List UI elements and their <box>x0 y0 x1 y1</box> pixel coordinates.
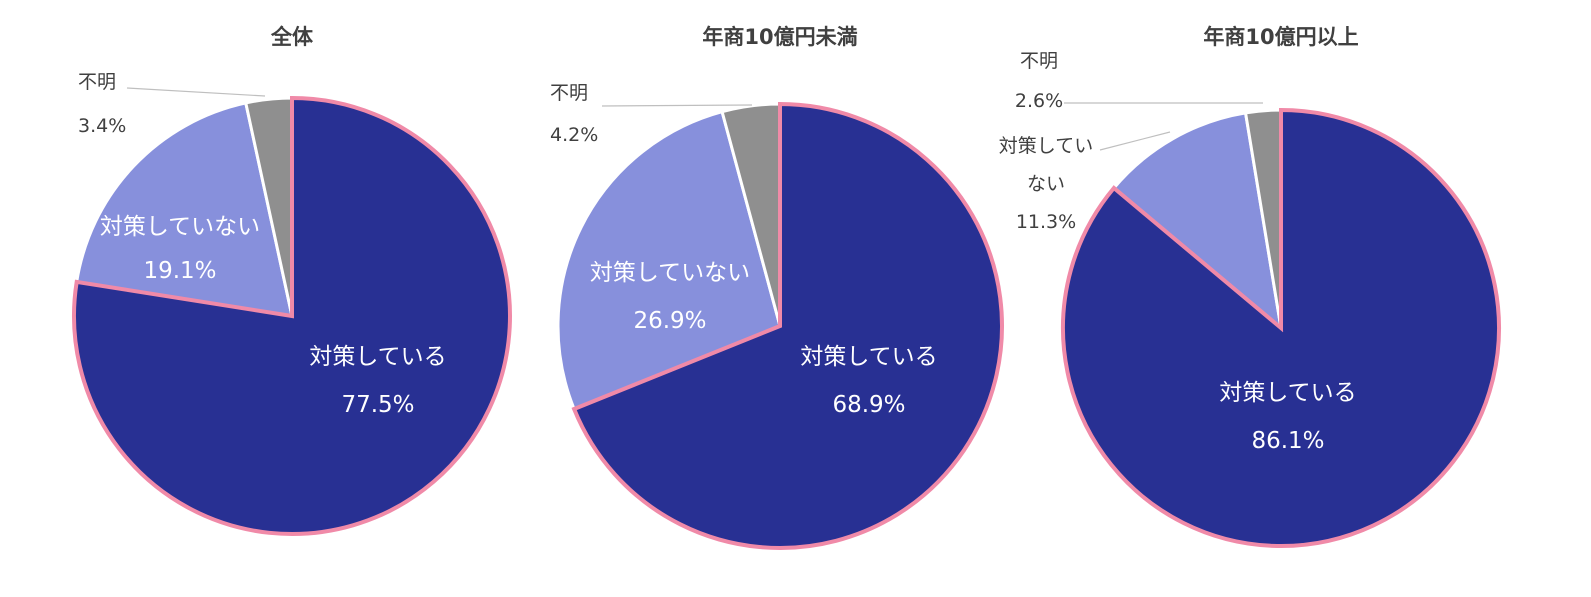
pie-slice-2 <box>74 101 294 318</box>
slice-label-name: 不明 <box>550 82 588 104</box>
slice-label-name: 対策してい <box>999 135 1093 157</box>
slice-label-value: 4.2% <box>550 124 598 146</box>
slice-label-name: ない <box>1027 173 1065 195</box>
slice-label-value: 26.9% <box>633 308 706 334</box>
slice-label-name: 不明 <box>78 71 116 93</box>
slice-label-name: 対策している <box>800 344 937 370</box>
pie-slice-2 <box>556 109 782 411</box>
highlight-border <box>72 95 512 536</box>
slice-label-value: 77.5% <box>341 392 414 418</box>
slice-label-name: 対策していない <box>100 214 260 240</box>
slice-label-value: 2.6% <box>1015 90 1063 112</box>
slice-label-value: 3.4% <box>78 115 126 137</box>
chart-title: 全体 <box>270 25 314 49</box>
pie-slice-2 <box>1111 111 1284 332</box>
slice-label-value: 68.9% <box>832 392 905 418</box>
leader-line <box>601 104 753 107</box>
slice-label-value: 11.3% <box>1016 211 1076 233</box>
highlight-border <box>571 101 1004 550</box>
slice-label-name: 不明 <box>1020 50 1058 72</box>
highlight-border <box>1061 107 1501 548</box>
chart-title: 年商10億円以上 <box>1203 25 1358 49</box>
slice-label-name: 対策していない <box>590 260 750 286</box>
slice-label-value: 86.1% <box>1251 428 1324 454</box>
slice-label-name: 対策している <box>309 344 446 370</box>
slice-label-name: 対策している <box>1219 380 1356 406</box>
leader-line <box>1099 131 1171 151</box>
chart-title: 年商10億円未満 <box>702 25 857 49</box>
slice-label-value: 19.1% <box>143 258 216 284</box>
leader-line <box>126 87 266 97</box>
